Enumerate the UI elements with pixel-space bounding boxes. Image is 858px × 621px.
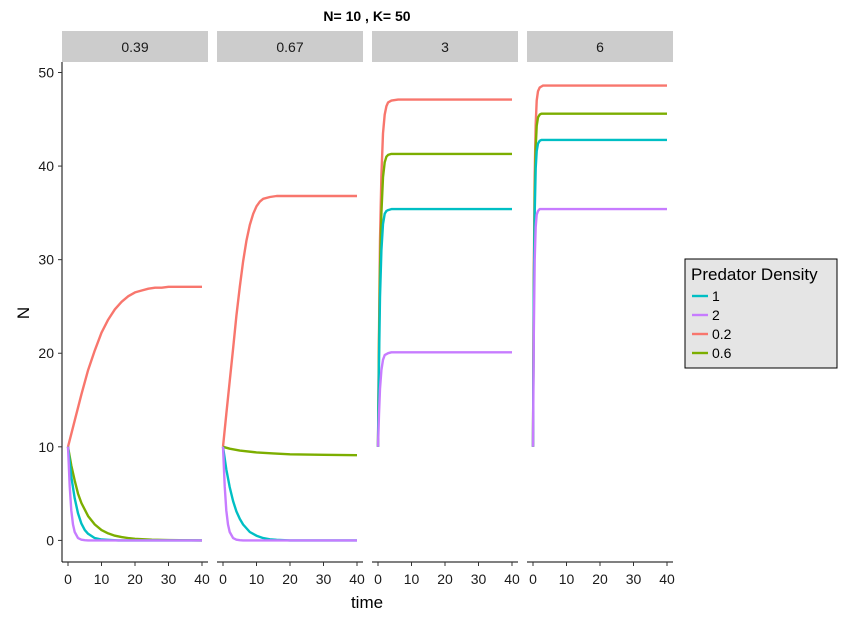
x-tick-label: 40 (504, 571, 520, 587)
y-tick-label: 0 (46, 532, 54, 548)
x-tick-label: 10 (249, 571, 265, 587)
x-tick-label: 0 (64, 571, 72, 587)
legend-label-0-2: 0.2 (712, 326, 732, 342)
facet-strip (372, 31, 518, 62)
series-line-0-6 (66, 446, 203, 542)
y-tick-label: 40 (38, 158, 54, 174)
series-line-0-6 (531, 112, 667, 447)
x-tick-label: 30 (161, 571, 177, 587)
x-tick-label: 40 (194, 571, 210, 587)
x-tick-label: 20 (592, 571, 608, 587)
series-line-0-6 (222, 445, 358, 457)
series-line-1 (376, 207, 512, 447)
facet-strip (62, 31, 208, 62)
y-axis-title: N (14, 307, 33, 319)
legend: Predator Density 1 2 0.2 0.6 (684, 258, 838, 369)
x-tick-label: 30 (626, 571, 642, 587)
legend-label-2: 2 (712, 307, 720, 323)
series-line-0-2 (221, 194, 357, 447)
series-line-1 (531, 138, 667, 447)
series-line-2 (66, 446, 202, 542)
x-tick-label: 0 (374, 571, 382, 587)
legend-label-0-6: 0.6 (712, 345, 732, 361)
x-tick-label: 20 (437, 571, 453, 587)
facet-panel-0.39: 0.39 0 10 20 30 40 (62, 31, 210, 587)
series-line-2 (221, 446, 357, 542)
facet-strip (217, 31, 363, 62)
x-tick-label: 0 (529, 571, 537, 587)
x-tick-label: 10 (94, 571, 110, 587)
x-tick-label: 30 (471, 571, 487, 587)
legend-title: Predator Density (691, 265, 818, 284)
series-line-1 (66, 446, 202, 542)
y-tick-label: 10 (38, 439, 54, 455)
facet-strip-label: 0.67 (276, 39, 303, 55)
series-line-0-6 (376, 152, 512, 447)
facet-strip (527, 31, 673, 62)
series-line-2 (531, 207, 667, 447)
x-axis-title: time (351, 593, 383, 612)
chart-title: N= 10 , K= 50 (323, 8, 410, 24)
x-tick-label: 20 (127, 571, 143, 587)
x-tick-label: 0 (219, 571, 227, 587)
x-tick-label: 30 (316, 571, 332, 587)
y-tick-label: 20 (38, 345, 54, 361)
series-line-2 (376, 351, 512, 447)
series-line-1 (221, 446, 357, 542)
series-line-0-2 (66, 285, 202, 448)
facet-strip-label: 6 (596, 39, 604, 55)
y-axis: 0 10 20 30 40 50 (38, 62, 63, 562)
facet-strip-label: 3 (441, 39, 449, 55)
series-line-0-2 (376, 98, 512, 447)
y-tick-label: 50 (38, 65, 54, 81)
facet-panel-0.67: 0.67 0 10 20 30 40 (217, 31, 365, 587)
x-tick-label: 40 (659, 571, 675, 587)
x-tick-label: 10 (559, 571, 575, 587)
legend-background (684, 258, 838, 369)
x-tick-label: 20 (282, 571, 298, 587)
x-tick-label: 10 (404, 571, 420, 587)
facet-panel-3: 30 10 20 30 40 (372, 31, 520, 587)
facet-strip-label: 0.39 (121, 39, 148, 55)
legend-label-1: 1 (712, 288, 720, 304)
y-tick-label: 30 (38, 252, 54, 268)
facet-panel-6: 6 0 10 20 30 40 (527, 31, 675, 587)
x-tick-label: 40 (349, 571, 365, 587)
